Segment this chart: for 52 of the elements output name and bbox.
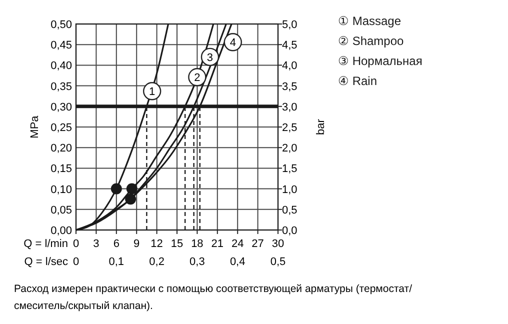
x2-tick-label: 0,3 — [190, 256, 205, 268]
y-tick-label: 0,40 — [50, 60, 72, 72]
text: ② Shampoo — [338, 34, 404, 48]
x-tick-label: 27 — [252, 238, 264, 250]
y2-tick-label: 3,5 — [282, 80, 298, 93]
x2-tick-label: 0,4 — [230, 256, 246, 268]
y2-tick-label: 0,5 — [282, 204, 298, 216]
y-tick-label: 0,00 — [50, 225, 72, 237]
y-tick-label: 0,30 — [50, 101, 72, 114]
text: Расход измерен практически с помощью соответствующей арматуры (термостат/смеситель/скрытый клапан). — [14, 283, 412, 312]
y-tick-label: 0,45 — [50, 40, 72, 52]
y-tick-label: 0,05 — [50, 204, 72, 216]
y-tick-label: 0,10 — [50, 184, 72, 196]
annotation: 4 — [230, 37, 236, 50]
y2-tick-label: 0,0 — [282, 225, 298, 237]
y2-tick-label: 1,5 — [282, 163, 298, 176]
y-tick-label: 0,35 — [50, 80, 72, 93]
x-tick-label: 30 — [272, 238, 284, 250]
y2-tick-label: 4,5 — [282, 40, 298, 52]
text: ④ Rain — [338, 74, 378, 88]
x2-tick-label: 0 — [72, 256, 80, 268]
text: ① Massage — [338, 14, 402, 28]
x-tick-label: 18 — [191, 238, 204, 250]
y2-tick-label: 4,0 — [282, 60, 298, 72]
x-tick-label: 24 — [231, 238, 244, 250]
x2-tick-label: 0,5 — [270, 256, 286, 268]
annotation: 2 — [194, 72, 200, 84]
text: ③ Нормальная — [338, 54, 422, 68]
y-tick-label: 0,25 — [50, 122, 72, 134]
x-tick-label: 3 — [93, 238, 100, 250]
x-tick-label: 6 — [113, 238, 120, 250]
x-tick-label: 9 — [134, 238, 140, 250]
annotation: 1 — [149, 86, 156, 98]
x-tick-label: 12 — [150, 238, 163, 250]
y-axis-title: MPa — [29, 114, 41, 138]
y-tick-label: 0,15 — [50, 163, 72, 176]
x2-axis-title: Q = l/sec — [24, 256, 68, 268]
y2-tick-label: 1,0 — [282, 184, 298, 196]
x-tick-label: 0 — [72, 238, 80, 250]
y2-tick-label: 2,0 — [282, 142, 298, 155]
x-tick-label: 15 — [170, 238, 184, 250]
y2-tick-label: 5,0 — [282, 19, 298, 31]
x-axis-title: Q = l/min — [24, 238, 68, 250]
y-tick-label: 0,20 — [50, 142, 72, 155]
y2-tick-label: 2,5 — [282, 122, 298, 134]
y2-tick-label: 3,0 — [282, 101, 298, 114]
y-tick-label: 0,50 — [50, 19, 72, 31]
x2-tick-label: 0,2 — [149, 256, 164, 268]
x-tick-label: 21 — [211, 238, 224, 250]
y2-axis-title: bar — [315, 118, 327, 135]
x2-tick-label: 0,1 — [108, 256, 124, 268]
annotation: 3 — [206, 52, 214, 64]
